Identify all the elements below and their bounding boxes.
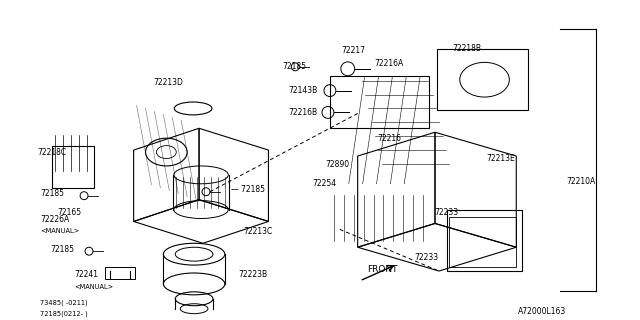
Text: 72216A: 72216A — [374, 59, 404, 68]
Text: 72223B: 72223B — [239, 270, 268, 279]
Text: 72185: 72185 — [40, 189, 65, 198]
Text: 72185: 72185 — [282, 62, 307, 71]
Text: <MANUAL>: <MANUAL> — [40, 228, 80, 234]
Text: 72165: 72165 — [58, 208, 81, 217]
Text: 72241: 72241 — [74, 269, 98, 278]
Text: 72233: 72233 — [414, 253, 438, 262]
Text: 72890: 72890 — [325, 160, 349, 170]
Text: A72000L163: A72000L163 — [518, 307, 566, 316]
Text: 72218C: 72218C — [38, 148, 67, 156]
Text: 72218B: 72218B — [452, 44, 481, 53]
Text: 72143B: 72143B — [288, 86, 317, 95]
Text: 72213E: 72213E — [486, 154, 515, 163]
Text: 72233: 72233 — [434, 208, 458, 217]
Text: FRONT: FRONT — [367, 265, 398, 274]
Bar — [449, 218, 516, 267]
Text: — 72185: — 72185 — [231, 185, 265, 194]
Text: 72185: 72185 — [51, 245, 74, 254]
Text: 72210A: 72210A — [566, 177, 595, 186]
Text: 72213D: 72213D — [154, 78, 183, 87]
Text: 72217: 72217 — [342, 46, 366, 55]
Text: 72185(0212- ): 72185(0212- ) — [40, 310, 88, 317]
Text: 72216: 72216 — [378, 134, 401, 143]
Text: <MANUAL>: <MANUAL> — [74, 284, 113, 290]
Text: 73485( -0211): 73485( -0211) — [40, 300, 88, 306]
Text: 72254: 72254 — [312, 179, 336, 188]
Text: 72226A: 72226A — [40, 215, 70, 224]
Bar — [105, 267, 134, 279]
Text: 72213C: 72213C — [244, 227, 273, 236]
Text: 72216B: 72216B — [288, 108, 317, 117]
